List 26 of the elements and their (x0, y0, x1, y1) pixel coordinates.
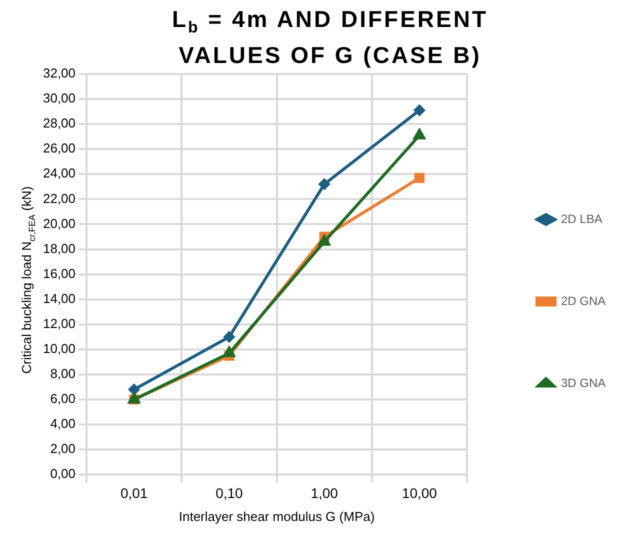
y-tick-label: 26,00 (42, 140, 76, 156)
y-tick-label: 12,00 (42, 316, 76, 331)
x-tick-label: 0,10 (216, 484, 244, 501)
y-tick-label: 30,00 (42, 90, 76, 106)
x-axis-title: Interlayer shear modulus G (MPa) (178, 508, 375, 524)
y-tick-label: 0,00 (50, 466, 76, 482)
legend-label: 2D LBA (561, 212, 602, 226)
y-tick-label: 4,00 (50, 416, 76, 432)
legend-label: 2D GNA (561, 294, 606, 308)
y-tick-label: 18,00 (42, 240, 76, 256)
chart-title: L$_{b}$ = 4m AND DIFFERENT VALUES OF G (CASE B) (170, 6, 490, 68)
x-tick-label: 0,01 (120, 484, 148, 501)
y-tick-label: 28,00 (42, 116, 76, 131)
y-tick-label: 2,00 (50, 441, 76, 456)
y-tick-label: 8,00 (50, 366, 76, 382)
y-tick-label: 10,00 (42, 340, 76, 356)
y-tick-label: 24,00 (42, 166, 76, 181)
x-tick-label: 10,00 (402, 484, 438, 501)
y-tick-label: 20,00 (42, 216, 76, 231)
y-tick-label: 14,00 (42, 290, 76, 306)
x-tick-label: 1,00 (310, 484, 338, 501)
legend-label: 3D GNA (561, 376, 606, 390)
y-tick-label: 16,00 (42, 266, 76, 281)
y-tick-label: 32,00 (42, 66, 76, 81)
y-tick-label: 22,00 (42, 190, 76, 206)
y-tick-label: 6,00 (50, 391, 76, 406)
